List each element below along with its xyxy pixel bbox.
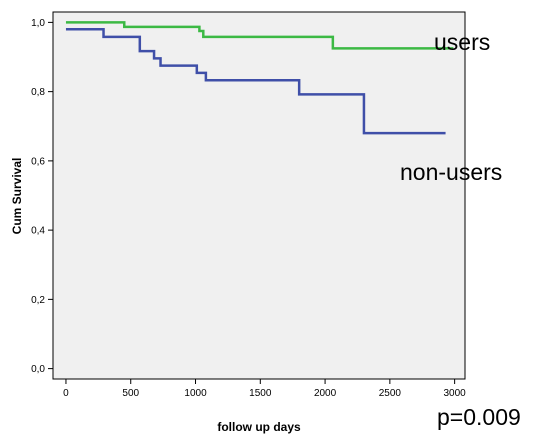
plot-area <box>52 11 466 380</box>
x-tick-label: 1000 <box>184 388 207 399</box>
y-tick-label: 0,2 <box>31 295 45 306</box>
x-axis: 0 500 1000 1500 2000 2500 3000 <box>63 379 466 399</box>
y-axis-title: Cum Survival <box>10 158 24 235</box>
series-line-users <box>65 21 454 50</box>
p-value-annotation: p=0.009 <box>437 404 521 430</box>
series-layer <box>65 21 454 135</box>
x-tick-label: 1500 <box>249 388 272 399</box>
y-tick-label: 0,6 <box>31 156 45 167</box>
series-label-non-users: non-users <box>400 159 502 185</box>
x-tick-label: 2500 <box>379 388 402 399</box>
series-label-users: users <box>434 29 490 55</box>
y-tick-label: 1,0 <box>31 18 45 29</box>
x-axis-title: follow up days <box>217 420 301 434</box>
y-tick-label: 0,4 <box>31 226 45 237</box>
x-tick-label: 3000 <box>444 388 467 399</box>
y-axis: 0,0 0,2 0,4 0,6 0,8 1,0 <box>31 18 53 375</box>
x-tick-label: 0 <box>63 388 69 399</box>
series-line-non-users <box>65 28 446 135</box>
y-tick-label: 0,8 <box>31 87 45 98</box>
y-tick-label: 0,0 <box>31 364 45 375</box>
x-tick-label: 2000 <box>314 388 337 399</box>
x-tick-label: 500 <box>122 388 139 399</box>
